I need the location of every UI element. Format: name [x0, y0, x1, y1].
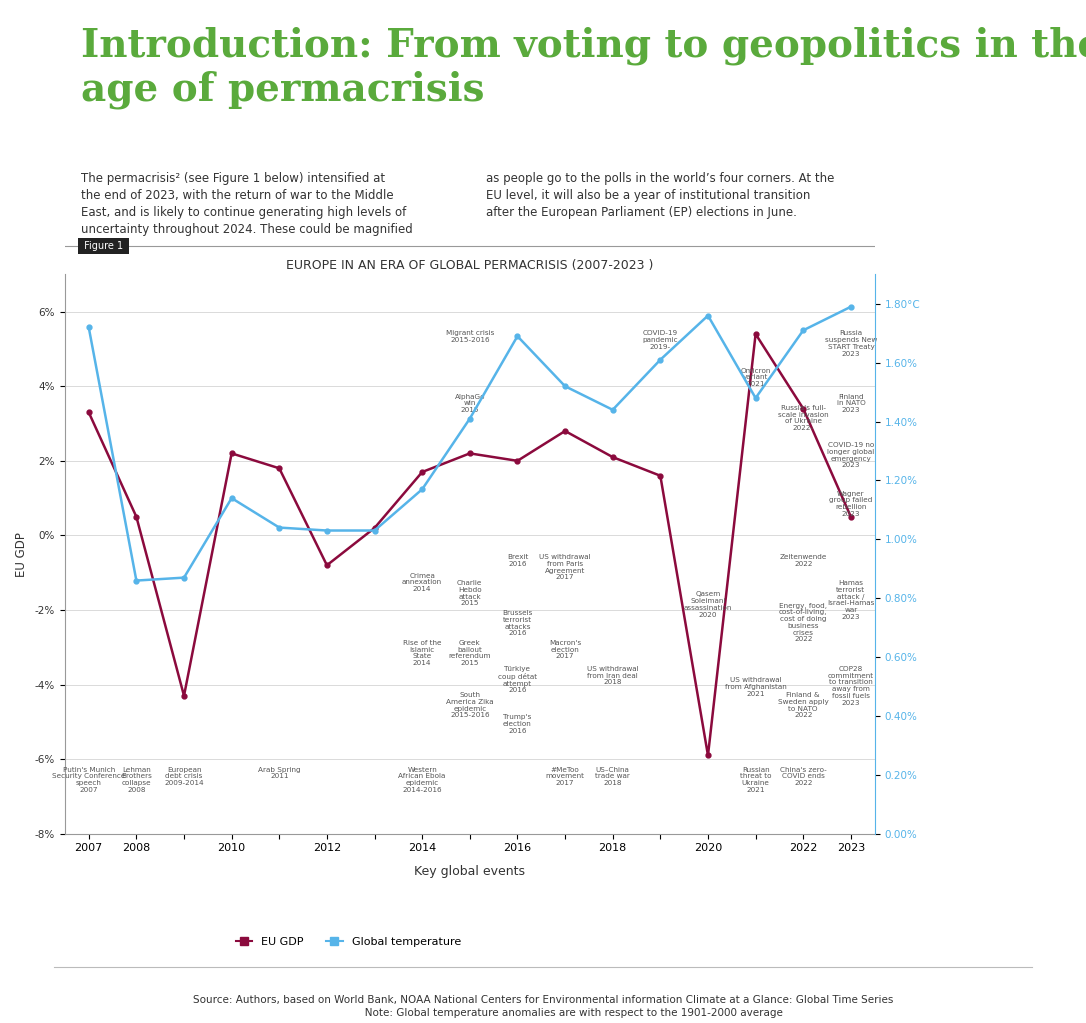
Text: Energy, food,
cost-of-living,
cost of doing
business
crises
2022: Energy, food, cost-of-living, cost of do… — [779, 603, 828, 642]
Text: Arab Spring
2011: Arab Spring 2011 — [258, 766, 301, 780]
Text: Greek
bailout
referendum
2015: Greek bailout referendum 2015 — [449, 639, 491, 666]
Text: Rise of the
Islamic
State
2014: Rise of the Islamic State 2014 — [403, 639, 441, 666]
Y-axis label: EU GDP: EU GDP — [15, 532, 28, 577]
Text: Zeitenwende
2022: Zeitenwende 2022 — [780, 554, 826, 567]
Text: Hamas
terrorist
attack /
Israel-Hamas
war
2023: Hamas terrorist attack / Israel-Hamas wa… — [828, 580, 874, 620]
Text: Brussels
terrorist
attacks
2016: Brussels terrorist attacks 2016 — [502, 610, 532, 636]
Text: as people go to the polls in the world’s four corners. At the
EU level, it will : as people go to the polls in the world’s… — [487, 172, 834, 219]
Text: Source: Authors, based on World Bank, NOAA National Centers for Environmental in: Source: Authors, based on World Bank, NO… — [193, 994, 893, 1018]
Text: US–China
trade war
2018: US–China trade war 2018 — [595, 766, 630, 786]
Text: South
America Zika
epidemic
2015-2016: South America Zika epidemic 2015-2016 — [446, 692, 494, 718]
Text: COVID-19
pandemic
2019-: COVID-19 pandemic 2019- — [643, 330, 678, 350]
Text: Russian
threat to
Ukraine
2021: Russian threat to Ukraine 2021 — [740, 766, 771, 793]
Text: Crimea
annexation
2014: Crimea annexation 2014 — [402, 573, 442, 592]
Text: US withdrawal
from Paris
Agreement
2017: US withdrawal from Paris Agreement 2017 — [540, 554, 591, 580]
Text: EUROPE IN AN ERA OF GLOBAL PERMACRISIS (2007-2023 ): EUROPE IN AN ERA OF GLOBAL PERMACRISIS (… — [286, 259, 654, 272]
Text: Introduction: From voting to geopolitics in the
age of permacrisis: Introduction: From voting to geopolitics… — [81, 27, 1086, 109]
Text: Figure 1: Figure 1 — [81, 241, 126, 252]
Text: Qasem
Soleimani
assassination
2020: Qasem Soleimani assassination 2020 — [684, 591, 732, 618]
Text: Türkiye
coup détat
attempt
2016: Türkiye coup détat attempt 2016 — [497, 666, 536, 694]
Text: #MeToo
movement
2017: #MeToo movement 2017 — [545, 766, 584, 786]
Text: Russia
suspends New
START Treaty
2023: Russia suspends New START Treaty 2023 — [824, 330, 877, 357]
Text: Finland &
Sweden apply
to NATO
2022: Finland & Sweden apply to NATO 2022 — [778, 692, 829, 718]
Text: Brexit
2016: Brexit 2016 — [507, 554, 528, 567]
Text: Wagner
group failed
rebellion
2023: Wagner group failed rebellion 2023 — [830, 491, 872, 517]
Text: Russia's full-
scale invasion
of Ukraine
2022-: Russia's full- scale invasion of Ukraine… — [778, 405, 829, 431]
X-axis label: Key global events: Key global events — [414, 864, 526, 878]
Text: COVID-19 no
longer global
emergency
2023: COVID-19 no longer global emergency 2023 — [828, 442, 874, 469]
Text: US withdrawal
from Afghanistan
2021: US withdrawal from Afghanistan 2021 — [724, 677, 786, 697]
Text: The permacrisis² (see Figure 1 below) intensified at
the end of 2023, with the r: The permacrisis² (see Figure 1 below) in… — [81, 172, 413, 235]
Text: US withdrawal
from Iran deal
2018: US withdrawal from Iran deal 2018 — [586, 666, 639, 685]
Text: European
debt crisis
2009-2014: European debt crisis 2009-2014 — [164, 766, 204, 786]
Text: Putin's Munich
Security Conference
speech
2007: Putin's Munich Security Conference speec… — [52, 766, 125, 793]
Text: Charlie
Hebdo
attack
2015: Charlie Hebdo attack 2015 — [457, 580, 482, 607]
Text: Lehman
Brothers
collapse
2008: Lehman Brothers collapse 2008 — [121, 766, 152, 793]
Text: AlphaGo
win
2015: AlphaGo win 2015 — [455, 394, 485, 413]
Text: Western
African Ebola
epidemic
2014-2016: Western African Ebola epidemic 2014-2016 — [399, 766, 446, 793]
Legend: EU GDP, Global temperature: EU GDP, Global temperature — [231, 932, 465, 951]
Text: Macron's
election
2017: Macron's election 2017 — [548, 639, 581, 660]
Text: Omicron
variant
2021: Omicron variant 2021 — [741, 367, 771, 387]
Text: Finland
in NATO
2023: Finland in NATO 2023 — [836, 394, 866, 413]
Text: China's zero-
COVID ends
2022: China's zero- COVID ends 2022 — [780, 766, 826, 786]
Text: Trump's
election
2016: Trump's election 2016 — [503, 714, 532, 733]
Text: COP28
commitment
to transition
away from
fossil fuels
2023: COP28 commitment to transition away from… — [828, 666, 874, 706]
Text: Migrant crisis
2015-2016: Migrant crisis 2015-2016 — [445, 330, 494, 343]
